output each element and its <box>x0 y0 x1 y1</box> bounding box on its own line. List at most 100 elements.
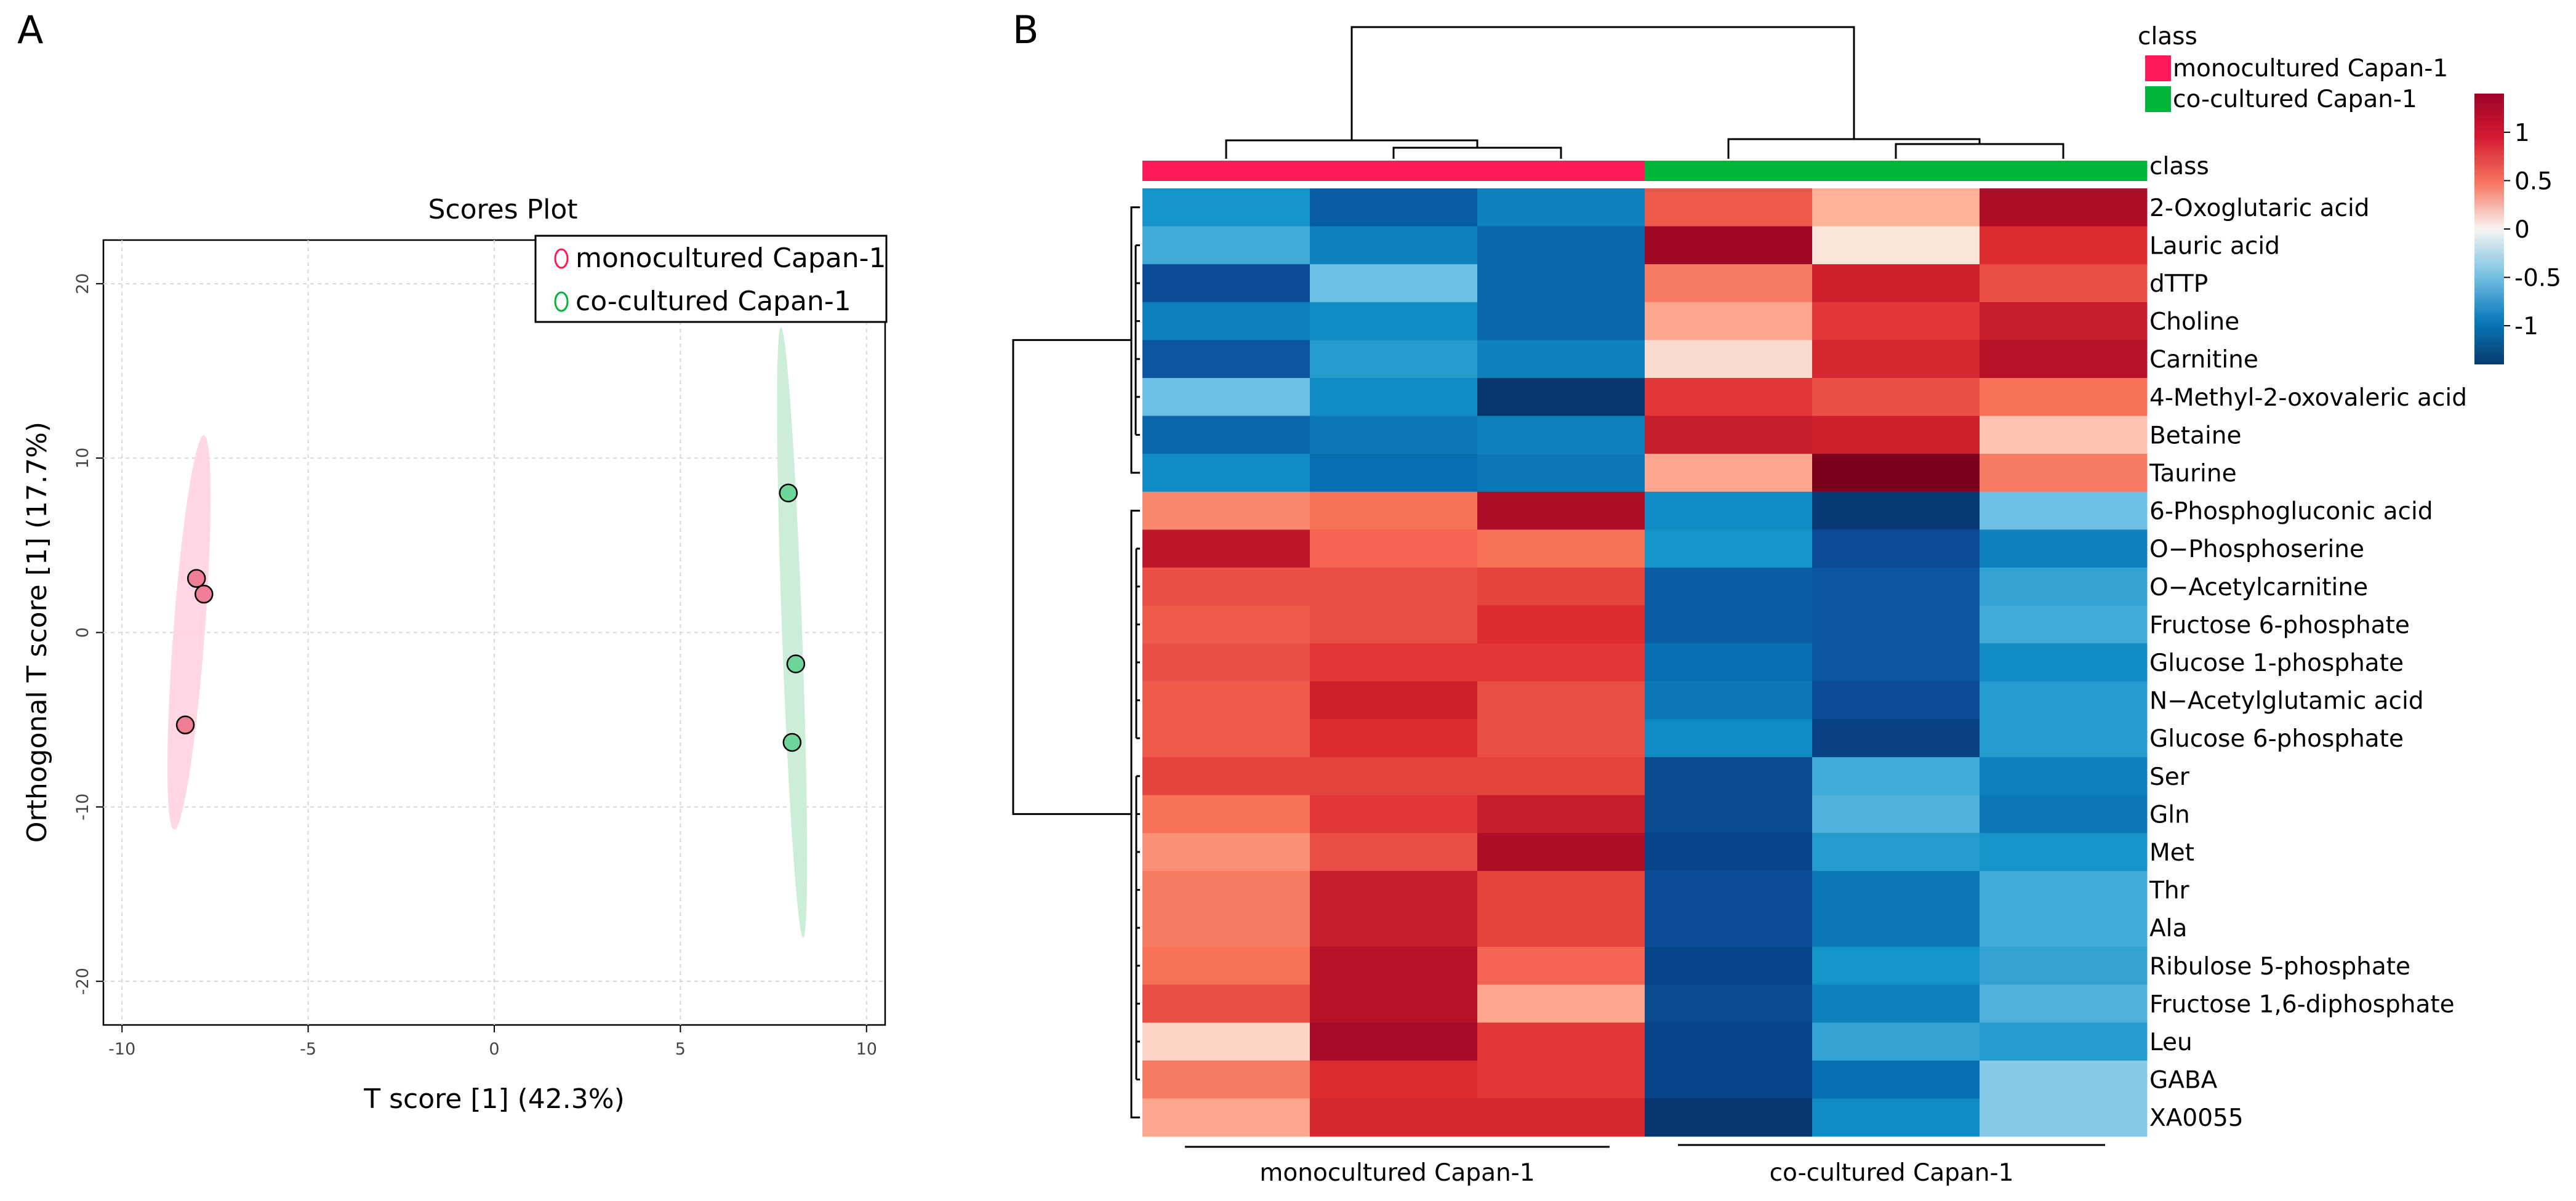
heatmap-cell <box>1645 340 1813 379</box>
heatmap-cell <box>1812 1022 1980 1061</box>
heatmap-cell <box>1310 568 1478 606</box>
heatmap-cell <box>1477 302 1645 340</box>
x-tick-label: 0 <box>489 1040 499 1059</box>
heatmap-cell <box>1477 795 1645 833</box>
x-tick-label: -5 <box>300 1040 316 1059</box>
heatmap-cell <box>1142 378 1310 417</box>
heatmap-cell <box>1142 984 1310 1023</box>
heatmap-cell <box>1812 264 1980 303</box>
heatmap-cell <box>1980 1022 2148 1061</box>
group-label-mono: monocultured Capan-1 <box>1259 1159 1535 1187</box>
heatmap-cell <box>1645 378 1813 417</box>
heatmap-cell <box>1645 264 1813 303</box>
heatmap-cell <box>1310 984 1478 1023</box>
heatmap-cell <box>1980 605 2148 644</box>
heatmap-cell <box>1142 870 1310 909</box>
heatmap-cell <box>1645 870 1813 909</box>
row-label: O−Acetylcarnitine <box>2149 574 2368 601</box>
row-label: dTTP <box>2149 270 2208 298</box>
heatmap-cell <box>1812 340 1980 379</box>
color-bar-tick-label: -1 <box>2514 313 2538 340</box>
heatmap-cell <box>1310 454 1478 492</box>
row-label: Choline <box>2149 308 2239 336</box>
class-bar-cell <box>1980 161 2148 181</box>
heatmap-cell <box>1142 643 1310 682</box>
row-label: 6-Phosphogluconic acid <box>2149 498 2433 526</box>
heatmap-cell <box>1812 947 1980 986</box>
scores-plot-title: Scores Plot <box>428 194 577 225</box>
heatmap-cell <box>1645 984 1813 1023</box>
group-label-co: co-cultured Capan-1 <box>1770 1159 2014 1187</box>
heatmap-cell <box>1477 909 1645 947</box>
heatmap-cell <box>1980 984 2148 1023</box>
heatmap-cell <box>1477 529 1645 568</box>
heatmap-cell <box>1980 302 2148 340</box>
heatmap-cell <box>1645 568 1813 606</box>
row-label: Carnitine <box>2149 346 2258 374</box>
row-label: N−Acetylglutamic acid <box>2149 688 2424 715</box>
heatmap-cell <box>1980 340 2148 379</box>
row-label: 2-Oxoglutaric acid <box>2149 195 2370 222</box>
heatmap-cell <box>1310 719 1478 758</box>
heatmap-cell <box>1310 947 1478 986</box>
heatmap-cell <box>1980 529 2148 568</box>
panel-label-a: A <box>17 7 43 52</box>
heatmap-cell <box>1477 757 1645 796</box>
heatmap-cell <box>1980 454 2148 492</box>
heatmap-cell <box>1812 378 1980 417</box>
legend-marker-co <box>554 291 569 312</box>
col-dendro-branch <box>1392 147 1562 159</box>
row-label: Thr <box>2149 877 2190 905</box>
heatmap-cell <box>1142 947 1310 986</box>
row-label: Ser <box>2149 763 2190 791</box>
heatmap-cell <box>1980 719 2148 758</box>
heatmap-cell <box>1477 984 1645 1023</box>
heatmap-cell <box>1812 757 1980 796</box>
heatmap-cell <box>1142 909 1310 947</box>
heatmap-cell <box>1477 568 1645 606</box>
color-bar-tick-label: 0.5 <box>2514 167 2553 195</box>
heatmap-cell <box>1812 1098 1980 1137</box>
heatmap-cell <box>1812 226 1980 265</box>
heatmap-cell <box>1645 529 1813 568</box>
heatmap-cell <box>1310 1098 1478 1137</box>
row-label: Taurine <box>2149 460 2237 488</box>
heatmap-cell <box>1645 795 1813 833</box>
col-dendro-branch <box>1895 143 2064 159</box>
heatmap-cell <box>1980 643 2148 682</box>
y-axis-label: Orthogonal T score [1] (17.7%) <box>22 422 53 843</box>
heatmap-cell <box>1645 302 1813 340</box>
heatmap-cell <box>1477 378 1645 417</box>
heatmap-cell <box>1645 909 1813 947</box>
heatmap-cell <box>1477 454 1645 492</box>
heatmap-cell <box>1142 302 1310 340</box>
class-legend-title: class <box>2138 23 2197 50</box>
class-bar-cell <box>1645 161 1813 181</box>
heatmap-cell <box>1812 188 1980 227</box>
heatmap-cell <box>1142 491 1310 530</box>
heatmap-cell <box>1645 833 1813 872</box>
heatmap-cell <box>1812 909 1980 947</box>
color-bar-ticks: 1 0.5 0 -0.5 -1 <box>2504 119 2561 340</box>
col-dendro-branch <box>1225 139 1479 159</box>
heatmap-cells <box>1142 188 2148 1137</box>
y-tick-label: 10 <box>73 448 92 468</box>
heatmap-cell <box>1477 947 1645 986</box>
row-label: Lauric acid <box>2149 232 2280 260</box>
heatmap-cell <box>1142 226 1310 265</box>
class-bar-cell <box>1812 161 1980 181</box>
heatmap-cell <box>1812 984 1980 1023</box>
legend-label-co: co-cultured Capan-1 <box>576 286 851 317</box>
panel-label-b: B <box>1013 7 1039 52</box>
heatmap-cell <box>1980 870 2148 909</box>
col-dendro-root <box>1350 26 1855 140</box>
class-legend-label-co: co-cultured Capan-1 <box>2173 86 2417 113</box>
row-label: Met <box>2149 839 2194 867</box>
heatmap-cell <box>1310 188 1478 227</box>
heatmap-cell <box>1310 264 1478 303</box>
heatmap-cell <box>1812 491 1980 530</box>
heatmap-cell <box>1310 909 1478 947</box>
color-bar <box>2474 94 2504 364</box>
row-label: 4-Methyl-2-oxovaleric acid <box>2149 384 2467 412</box>
class-bar-cell <box>1142 161 1310 181</box>
